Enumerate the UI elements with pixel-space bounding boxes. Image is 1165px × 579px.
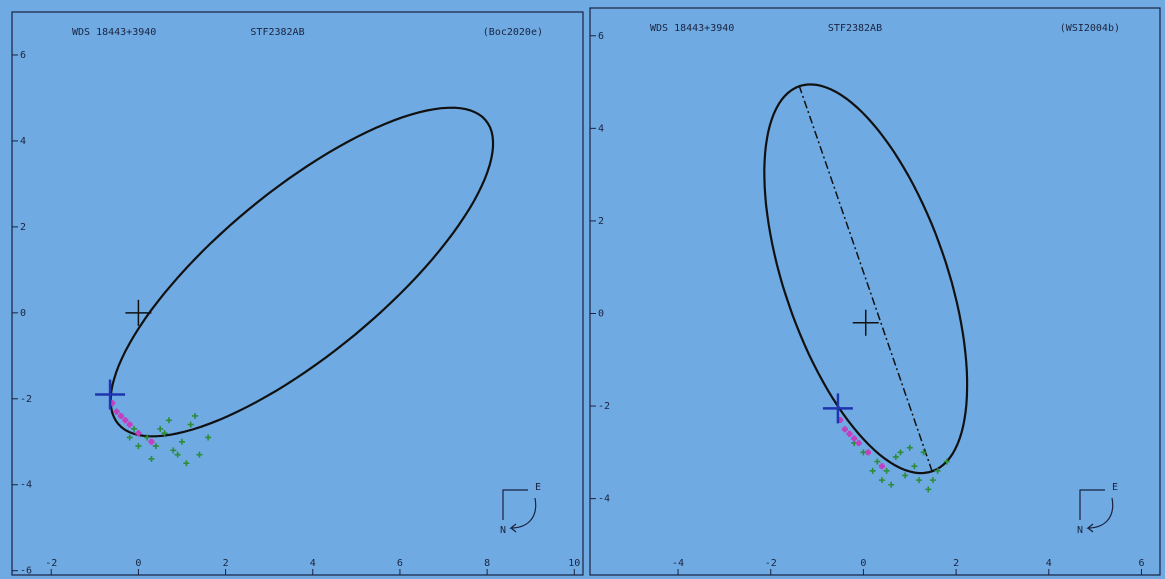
x-tick-label: 10 bbox=[568, 558, 580, 569]
annotation: (WSI2004b) bbox=[1060, 23, 1120, 34]
x-tick-label: 4 bbox=[310, 558, 316, 569]
title: STF2382AB bbox=[250, 27, 304, 38]
y-tick-label: -4 bbox=[20, 480, 32, 491]
compass-east: E bbox=[535, 482, 541, 493]
x-tick-label: 2 bbox=[223, 558, 229, 569]
subtitle: WDS 18443+3940 bbox=[650, 23, 734, 34]
x-tick-label: -2 bbox=[765, 558, 777, 569]
y-tick-label: 4 bbox=[598, 123, 604, 134]
annotation: (Boc2020e) bbox=[483, 27, 543, 38]
y-tick-label: 4 bbox=[20, 136, 26, 147]
y-tick-label: -4 bbox=[598, 494, 610, 505]
compass-north: N bbox=[500, 525, 506, 536]
title: STF2382AB bbox=[828, 23, 882, 34]
x-tick-label: 0 bbox=[135, 558, 141, 569]
x-tick-label: 4 bbox=[1046, 558, 1052, 569]
y-tick-label: -2 bbox=[20, 394, 32, 405]
y-tick-label: 0 bbox=[598, 308, 604, 319]
x-tick-label: -2 bbox=[45, 558, 57, 569]
x-tick-label: 2 bbox=[953, 558, 959, 569]
y-tick-label: 2 bbox=[20, 222, 26, 233]
y-tick-label: 2 bbox=[598, 216, 604, 227]
x-tick-label: 0 bbox=[860, 558, 866, 569]
x-tick-label: 8 bbox=[484, 558, 490, 569]
y-tick-label: -2 bbox=[598, 401, 610, 412]
subtitle: WDS 18443+3940 bbox=[72, 27, 156, 38]
x-tick-label: 6 bbox=[1138, 558, 1144, 569]
compass-north: N bbox=[1077, 525, 1083, 536]
y-tick-label: 0 bbox=[20, 308, 26, 319]
x-tick-label: 6 bbox=[397, 558, 403, 569]
x-tick-label: -4 bbox=[672, 558, 684, 569]
chart: WDS 18443+3940 STF2382AB (Boc2020e) -2 0 2 4 6 8… bbox=[0, 0, 1165, 579]
y-tick-label: 6 bbox=[20, 50, 26, 61]
compass-east: E bbox=[1112, 482, 1118, 493]
y-tick-label: -6 bbox=[20, 566, 32, 577]
y-tick-label: 6 bbox=[598, 31, 604, 42]
page: WDS 18443+3940 STF2382AB (Boc2020e) -2 0 2 4 6 8… bbox=[0, 0, 1165, 579]
